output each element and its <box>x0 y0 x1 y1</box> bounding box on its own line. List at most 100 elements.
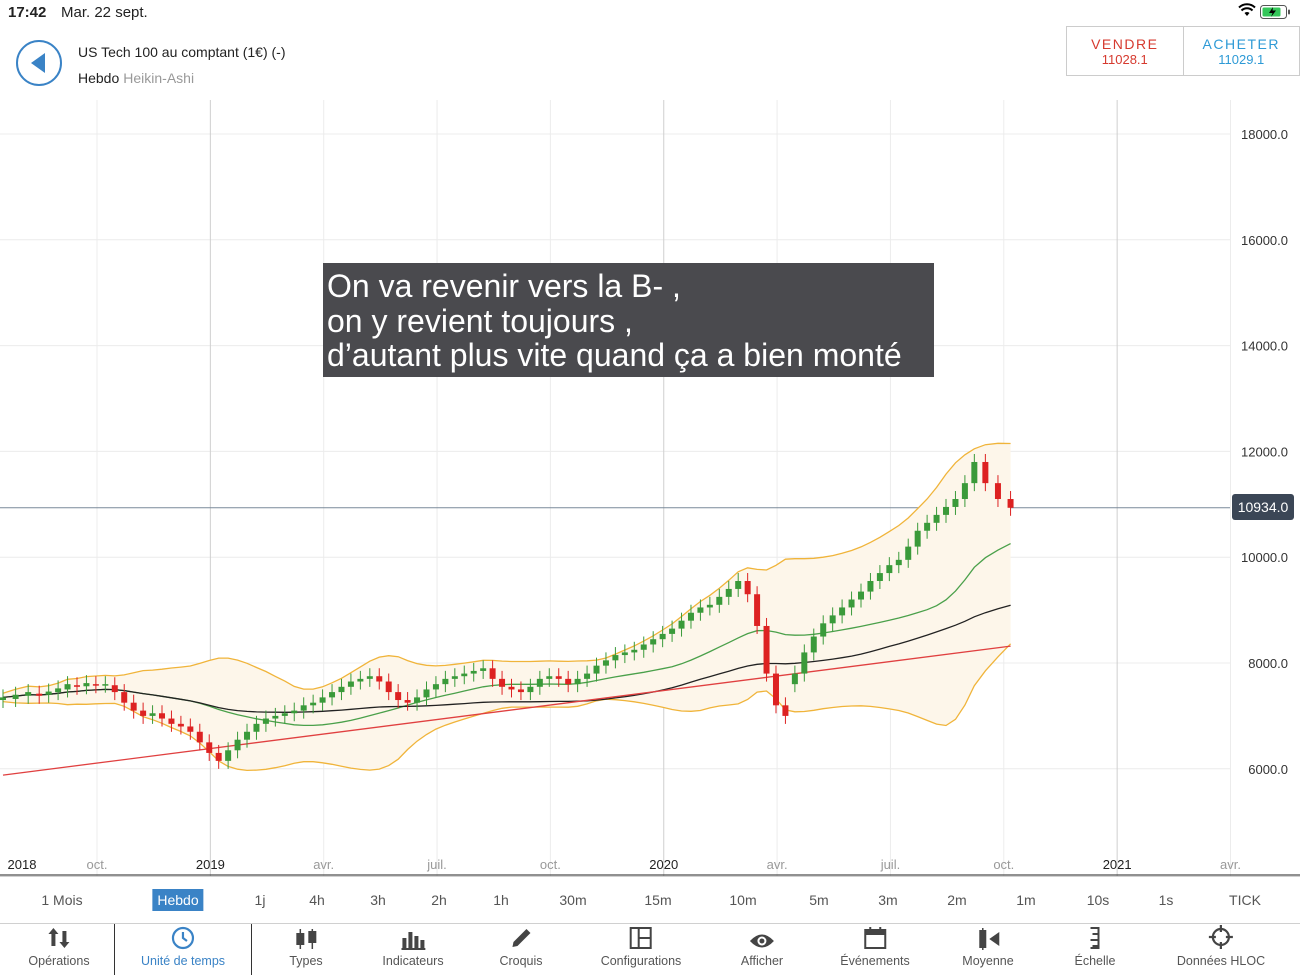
toolbar-label: Unité de temps <box>140 954 226 968</box>
pencil-icon <box>499 924 542 950</box>
candle <box>895 559 902 566</box>
back-button[interactable] <box>16 40 62 86</box>
candle <box>121 692 128 703</box>
timeframe-option[interactable]: Hebdo <box>152 889 204 911</box>
candle <box>508 686 515 690</box>
toolbar-button[interactable]: Événements <box>840 924 910 975</box>
y-tick-label: 16000.0 <box>1241 233 1288 248</box>
timeframe-option[interactable]: 3h <box>370 892 386 908</box>
toolbar-button[interactable]: Types <box>289 924 323 975</box>
candle <box>602 660 609 666</box>
toolbar-label: Croquis <box>499 954 543 968</box>
annotation-line: d’autant plus vite quand ça a bien monté <box>327 337 902 373</box>
instrument-title: US Tech 100 au comptant (1€) (-) <box>78 44 286 60</box>
candle <box>461 673 468 677</box>
candle <box>612 655 619 661</box>
candle <box>319 697 326 703</box>
timeframe-option[interactable]: 1s <box>1158 892 1174 908</box>
candle <box>414 697 421 703</box>
timeframe-option[interactable]: 2h <box>431 892 447 908</box>
candle <box>196 731 203 743</box>
candle <box>404 700 411 703</box>
timeframe-option[interactable]: 15m <box>644 892 672 908</box>
candle <box>801 652 808 674</box>
candle <box>744 581 751 595</box>
candle <box>697 607 704 613</box>
timeframe-option[interactable]: 2m <box>947 892 967 908</box>
candle <box>772 673 779 706</box>
toolbar-button[interactable]: Moyenne <box>962 924 1014 975</box>
toolbar-button[interactable]: Échelle <box>1075 924 1116 975</box>
layout-icon <box>601 924 682 950</box>
timeframe-option[interactable]: 1m <box>1016 892 1036 908</box>
candle <box>489 668 496 679</box>
trade-panel: VENDRE 11028.1 ACHETER 11029.1 <box>1066 26 1300 76</box>
long-ma <box>2 604 1011 713</box>
timeframe-line: Hebdo Heikin-Ashi <box>78 70 194 86</box>
toolbar-button[interactable]: Données HLOC <box>1177 924 1265 975</box>
toolbar-button[interactable]: Configurations <box>600 924 682 975</box>
candle <box>291 710 298 714</box>
clock-icon <box>141 924 225 950</box>
timeframe-option[interactable]: 1 Mois <box>41 892 83 908</box>
timeframe-option[interactable]: 30m <box>559 892 587 908</box>
bollinger-bands <box>2 442 1012 772</box>
status-time: 17:42 <box>8 4 47 21</box>
candle <box>159 713 166 719</box>
timeframe-option[interactable]: 1h <box>493 892 509 908</box>
candle <box>385 681 392 693</box>
toolbar-button[interactable]: Unité de temps <box>141 924 225 975</box>
x-tick-label: avr. <box>1220 857 1241 872</box>
candle <box>820 623 827 637</box>
candle <box>669 628 676 634</box>
candles <box>0 453 1014 769</box>
buy-button[interactable]: ACHETER 11029.1 <box>1182 27 1300 75</box>
candle <box>914 530 921 547</box>
x-tick-label: juil. <box>426 857 447 872</box>
toolbar-label: Types <box>289 954 323 968</box>
toolbar-button[interactable]: Croquis <box>499 924 543 975</box>
toolbar-label: Indicateurs <box>382 954 444 968</box>
lower-band <box>2 643 1012 772</box>
current-price-tag: 10934.0 <box>1232 494 1294 520</box>
candle <box>650 639 657 645</box>
x-tick-label: oct. <box>993 857 1014 872</box>
toolbar-label: Opérations <box>28 954 90 968</box>
timeframe-option[interactable]: 1j <box>254 892 266 908</box>
candle <box>905 546 912 560</box>
y-tick-label: 14000.0 <box>1241 339 1288 354</box>
candle <box>659 633 666 640</box>
candle <box>225 750 232 761</box>
sell-button[interactable]: VENDRE 11028.1 <box>1067 27 1183 75</box>
candle <box>73 685 80 687</box>
timeframe-option[interactable]: 10s <box>1086 892 1110 908</box>
toolbar-button[interactable]: Opérations <box>28 924 90 975</box>
status-bar: 17:42 Mar. 22 sept. <box>0 0 1300 26</box>
candle <box>933 514 940 523</box>
toolbar-button[interactable]: Indicateurs <box>382 924 444 975</box>
candle <box>994 483 1001 500</box>
price-chart[interactable]: 18000.0 16000.0 14000.0 12000.0 10000.0 8000.… <box>0 100 1300 876</box>
timeframe-option[interactable]: 4h <box>309 892 325 908</box>
candle <box>631 649 638 653</box>
x-tick-label: oct. <box>87 857 108 872</box>
timeframe-option[interactable]: TICK <box>1229 892 1261 908</box>
candle <box>480 668 487 671</box>
candle <box>338 686 345 693</box>
timeframe-option[interactable]: 5m <box>809 892 829 908</box>
timeframe-option[interactable]: 10m <box>729 892 757 908</box>
timeframe-option[interactable]: 3m <box>878 892 898 908</box>
toolbar-button[interactable]: Afficher <box>741 924 783 975</box>
candle <box>886 565 893 574</box>
sell-price: 11028.1 <box>1101 52 1148 67</box>
candle <box>206 742 213 753</box>
candles-icon <box>289 924 322 950</box>
candle <box>262 718 269 724</box>
x-tick-label: avr. <box>767 857 788 872</box>
toolbar-label: Configurations <box>600 954 682 968</box>
candle <box>329 692 336 698</box>
candle <box>234 739 241 751</box>
bars-icon <box>382 924 443 950</box>
x-tick-label: juil. <box>880 857 901 872</box>
candle <box>423 689 430 698</box>
